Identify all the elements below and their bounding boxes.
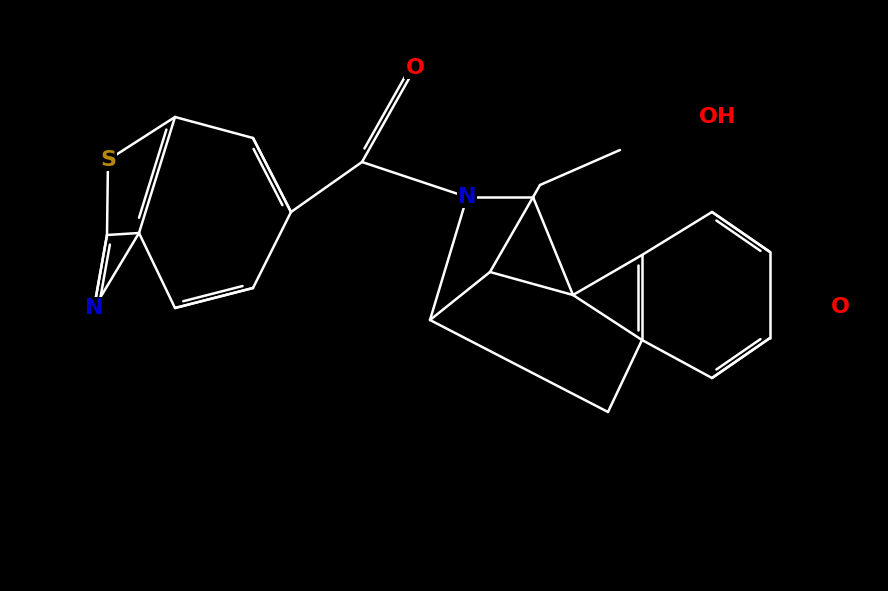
Text: N: N [84,298,103,318]
Text: OH: OH [699,107,737,127]
Text: N: N [457,187,476,207]
Text: O: O [406,58,424,78]
Text: O: O [830,297,850,317]
Text: S: S [100,150,116,170]
